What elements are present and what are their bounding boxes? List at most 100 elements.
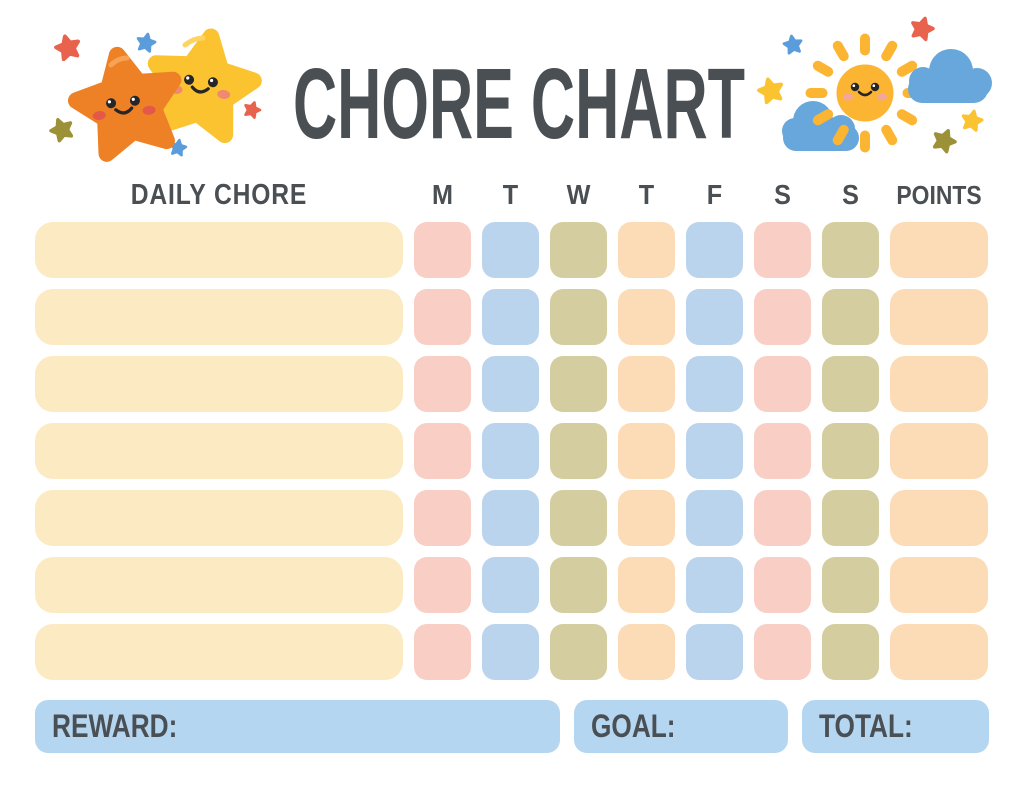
day-cell-wed[interactable] (550, 490, 607, 546)
sparkle-star-icon (54, 33, 82, 60)
sparkle-star-icon (783, 35, 803, 54)
day-cell-fri[interactable] (686, 624, 743, 680)
day-header-wed: W (566, 179, 591, 210)
day-cell-mon[interactable] (414, 490, 471, 546)
chore-input[interactable] (35, 557, 403, 613)
day-cell-mon[interactable] (414, 557, 471, 613)
day-cell-wed[interactable] (550, 423, 607, 479)
day-cell-fri[interactable] (686, 289, 743, 345)
chore-row (35, 557, 988, 613)
points-cell[interactable] (890, 490, 988, 546)
day-cell-tue[interactable] (482, 490, 539, 546)
day-cell-sun[interactable] (822, 423, 879, 479)
day-cell-tue[interactable] (482, 289, 539, 345)
day-cell-thu[interactable] (618, 490, 675, 546)
day-cell-wed[interactable] (550, 356, 607, 412)
day-cell-sun[interactable] (822, 289, 879, 345)
page-title: CHORE CHART (293, 48, 745, 150)
day-cell-sun[interactable] (822, 557, 879, 613)
sparkle-star-icon (757, 76, 785, 103)
stars-decoration (35, 15, 295, 165)
chore-input[interactable] (35, 423, 403, 479)
day-cell-thu[interactable] (618, 423, 675, 479)
day-cell-wed[interactable] (550, 557, 607, 613)
day-cell-sun[interactable] (822, 624, 879, 680)
day-cell-thu[interactable] (618, 289, 675, 345)
day-cell-sat[interactable] (754, 557, 811, 613)
day-header-mon: M (431, 179, 453, 210)
reward-label: REWARD: (52, 708, 178, 744)
day-cell-mon[interactable] (414, 423, 471, 479)
points-cell[interactable] (890, 557, 988, 613)
day-cell-fri[interactable] (686, 222, 743, 278)
day-cell-wed[interactable] (550, 624, 607, 680)
points-cell[interactable] (890, 624, 988, 680)
chore-input[interactable] (35, 624, 403, 680)
day-cell-thu[interactable] (618, 557, 675, 613)
column-headers: DAILY CHORE M T W T F S S POINTS (35, 178, 988, 212)
day-cell-sun[interactable] (822, 222, 879, 278)
chore-input[interactable] (35, 490, 403, 546)
chore-input[interactable] (35, 222, 403, 278)
points-header: POINTS (896, 179, 982, 210)
day-cell-thu[interactable] (618, 222, 675, 278)
chore-row (35, 624, 988, 680)
sun-clouds-decoration (755, 13, 992, 175)
day-cell-sat[interactable] (754, 490, 811, 546)
day-cell-tue[interactable] (482, 557, 539, 613)
total-label: TOTAL: (819, 708, 913, 744)
chore-row (35, 289, 988, 345)
chore-input[interactable] (35, 356, 403, 412)
sparkle-star-icon (136, 32, 156, 51)
sparkle-star-icon (48, 116, 75, 142)
day-cell-sat[interactable] (754, 222, 811, 278)
sparkle-star-icon (909, 16, 935, 41)
chore-row (35, 356, 988, 412)
day-cell-fri[interactable] (686, 356, 743, 412)
day-cell-sat[interactable] (754, 289, 811, 345)
reward-field[interactable]: REWARD: (35, 700, 560, 753)
goal-label: GOAL: (591, 708, 676, 744)
day-cell-tue[interactable] (482, 356, 539, 412)
day-cell-tue[interactable] (482, 624, 539, 680)
day-cell-mon[interactable] (414, 222, 471, 278)
points-cell[interactable] (890, 222, 988, 278)
day-cell-wed[interactable] (550, 289, 607, 345)
goal-field[interactable]: GOAL: (574, 700, 788, 753)
chore-row (35, 423, 988, 479)
day-cell-sat[interactable] (754, 624, 811, 680)
points-cell[interactable] (890, 289, 988, 345)
svg-text:CHORE CHART: CHORE CHART (293, 48, 745, 150)
day-cell-fri[interactable] (686, 490, 743, 546)
day-cell-wed[interactable] (550, 222, 607, 278)
points-cell[interactable] (890, 356, 988, 412)
day-cell-mon[interactable] (414, 624, 471, 680)
sparkle-star-icon (961, 109, 983, 131)
day-cell-thu[interactable] (618, 356, 675, 412)
day-cell-thu[interactable] (618, 624, 675, 680)
chore-input[interactable] (35, 289, 403, 345)
day-cell-sun[interactable] (822, 490, 879, 546)
daily-chore-header: DAILY CHORE (130, 178, 308, 211)
day-cell-tue[interactable] (482, 423, 539, 479)
sparkle-star-icon (243, 100, 262, 118)
day-header-thu: T (638, 179, 655, 210)
day-cell-mon[interactable] (414, 289, 471, 345)
chore-grid (35, 222, 988, 680)
points-cell[interactable] (890, 423, 988, 479)
footer: REWARD: GOAL: TOTAL: (35, 700, 989, 753)
orange-star-icon (69, 45, 185, 158)
day-cell-sat[interactable] (754, 356, 811, 412)
day-cell-fri[interactable] (686, 557, 743, 613)
day-cell-sat[interactable] (754, 423, 811, 479)
day-cell-tue[interactable] (482, 222, 539, 278)
day-cell-fri[interactable] (686, 423, 743, 479)
chore-row (35, 490, 988, 546)
day-header-fri: F (706, 179, 723, 210)
total-field[interactable]: TOTAL: (802, 700, 989, 753)
chore-row (35, 222, 988, 278)
day-header-sat: S (774, 179, 791, 210)
day-cell-sun[interactable] (822, 356, 879, 412)
day-cell-mon[interactable] (414, 356, 471, 412)
